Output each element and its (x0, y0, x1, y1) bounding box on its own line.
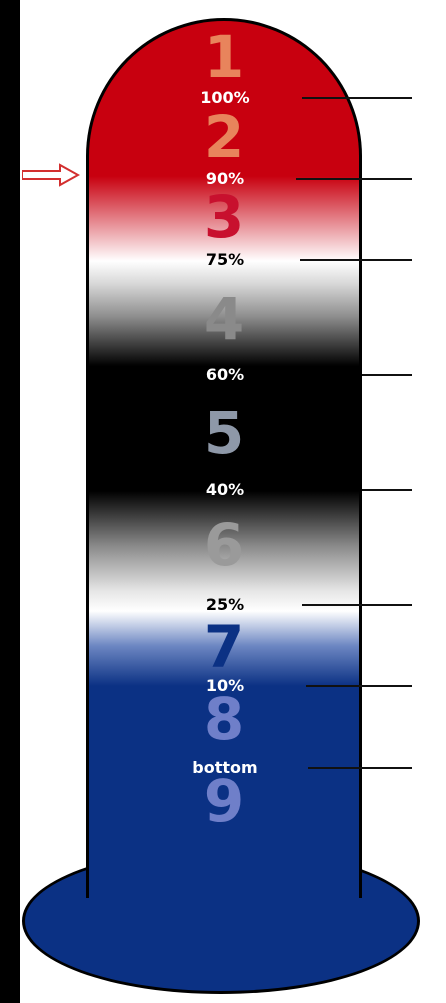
zone-number-7: 7 (203, 613, 245, 681)
zone-number-9: 9 (203, 767, 245, 835)
level-label-100: 100% (200, 88, 250, 107)
level-marker-arrow-icon (22, 163, 80, 187)
tick-line-40 (362, 489, 412, 491)
level-label-75: 75% (205, 250, 245, 269)
zone-number-4: 4 (203, 285, 245, 353)
level-label-25: 25% (205, 595, 245, 614)
level-label-40: 40% (205, 480, 245, 499)
level-label-60: 60% (205, 365, 245, 384)
level-label-90: 90% (205, 169, 245, 188)
tick-line-100 (302, 97, 412, 99)
zone-number-6: 6 (203, 511, 245, 579)
zone-number-1: 1 (203, 23, 245, 91)
tick-line-60 (362, 374, 412, 376)
zone-number-2: 2 (203, 103, 245, 171)
zone-number-8: 8 (203, 685, 245, 753)
tick-line-75 (300, 259, 412, 261)
tick-line-10 (306, 685, 412, 687)
level-label-bottom: bottom (192, 758, 258, 777)
tick-line-25 (302, 604, 412, 606)
zone-number-5: 5 (203, 399, 245, 467)
level-label-10: 10% (205, 676, 245, 695)
zone-number-3: 3 (203, 183, 245, 251)
tick-line-bottom (308, 767, 412, 769)
tick-line-90 (296, 178, 412, 180)
thermometer-tube (86, 18, 362, 898)
